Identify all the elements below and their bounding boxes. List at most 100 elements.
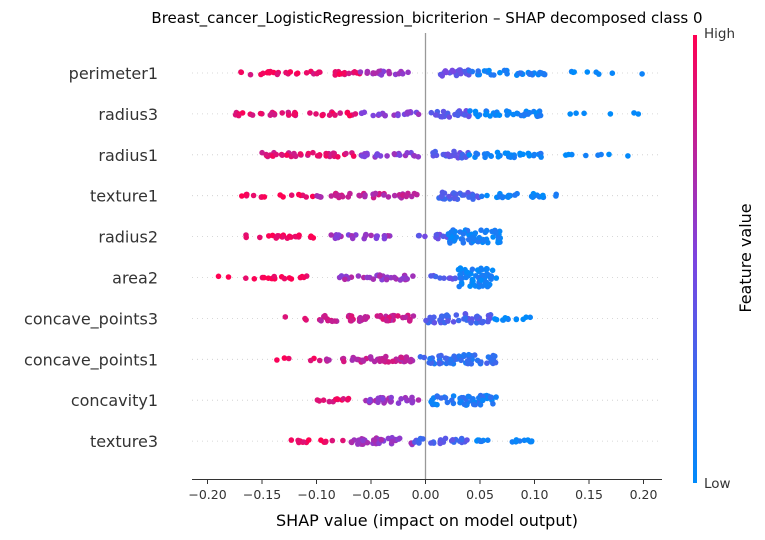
shap-point	[478, 359, 484, 365]
feature-label: radius2	[98, 228, 158, 247]
shap-point	[446, 114, 453, 120]
shap-point	[372, 70, 378, 77]
shap-point	[283, 152, 290, 158]
shap-point	[461, 192, 467, 198]
shap-point	[504, 112, 511, 118]
shap-point	[307, 357, 314, 364]
shap-point	[399, 71, 406, 77]
shap-point	[345, 194, 352, 200]
shap-point	[395, 400, 402, 407]
shap-point	[391, 192, 398, 199]
shap-point	[479, 397, 486, 404]
shap-point	[331, 150, 338, 157]
shap-point	[492, 316, 498, 322]
shap-point	[596, 71, 602, 77]
shap-point	[235, 112, 242, 119]
shap-point	[468, 320, 474, 326]
x-tick-label: −0.05	[352, 487, 390, 502]
shap-point	[362, 192, 368, 198]
shap-point	[368, 232, 374, 239]
chart-title: Breast_cancer_LogisticRegression_bicrite…	[151, 9, 702, 28]
shap-point	[433, 232, 440, 238]
shap-point	[445, 313, 451, 320]
shap-point	[429, 400, 435, 406]
shap-point	[306, 437, 312, 443]
shap-point	[513, 316, 520, 323]
shap-point	[411, 153, 418, 159]
shap-point	[467, 108, 473, 114]
shap-point	[477, 438, 484, 445]
shap-point	[287, 69, 294, 75]
shap-point	[477, 402, 484, 408]
shap-point	[250, 192, 257, 199]
shap-point	[491, 72, 497, 78]
shap-point	[456, 283, 463, 290]
shap-point	[451, 148, 457, 155]
shap-point	[360, 358, 367, 364]
shap-point	[463, 274, 470, 281]
shap-point	[309, 193, 316, 200]
shap-point	[288, 234, 294, 240]
shap-point	[305, 150, 312, 157]
shap-point	[405, 69, 411, 76]
shap-point	[348, 439, 355, 445]
shap-point	[370, 437, 377, 443]
shap-point	[371, 358, 378, 365]
shap-point	[445, 151, 451, 157]
shap-point	[404, 150, 411, 156]
shap-point	[489, 267, 496, 274]
shap-point	[496, 193, 503, 200]
shap-point	[495, 154, 502, 160]
shap-point	[536, 69, 543, 76]
shap-point	[583, 152, 589, 159]
shap-point	[297, 151, 304, 157]
shap-point	[373, 152, 380, 159]
shap-point	[460, 236, 466, 243]
shap-point	[490, 234, 496, 240]
shap-point	[450, 190, 457, 196]
shap-point	[483, 111, 490, 117]
shap-point	[316, 357, 323, 364]
shap-point	[453, 312, 460, 318]
shap-point	[286, 275, 293, 281]
shap-point	[449, 67, 456, 74]
shap-point	[257, 110, 264, 117]
shap-point	[375, 395, 382, 402]
shap-point	[513, 439, 519, 445]
shap-point	[521, 437, 528, 444]
shap-point	[379, 395, 386, 402]
shap-point	[487, 394, 494, 401]
shap-point	[478, 227, 484, 233]
shap-point	[274, 233, 281, 239]
shap-point	[465, 358, 472, 364]
shap-point	[395, 112, 401, 119]
shap-point	[346, 70, 352, 77]
shap-point	[451, 195, 458, 202]
shap-point	[281, 275, 288, 282]
shap-point	[273, 151, 280, 158]
shap-point	[397, 277, 404, 283]
shap-point	[336, 71, 343, 77]
shap-point	[455, 112, 461, 119]
shap-point	[279, 152, 286, 158]
shap-point	[475, 113, 481, 120]
shap-point	[528, 193, 535, 200]
shap-point	[526, 71, 533, 77]
shap-point	[294, 70, 301, 76]
shap-point	[415, 232, 422, 239]
shap-point	[281, 355, 288, 361]
shap-point	[458, 357, 464, 364]
shap-point	[355, 273, 362, 279]
shap-point	[395, 313, 401, 319]
shap-point	[458, 436, 465, 443]
shap-point	[415, 111, 422, 118]
shap-point	[451, 353, 457, 360]
shap-point	[301, 274, 307, 281]
shap-point	[439, 114, 445, 120]
shap-point	[606, 151, 612, 158]
shap-point	[409, 399, 416, 406]
shap-point	[447, 275, 454, 281]
shap-point	[367, 354, 374, 360]
colorbar: High Low Feature value	[693, 26, 755, 492]
shap-point	[449, 397, 455, 404]
